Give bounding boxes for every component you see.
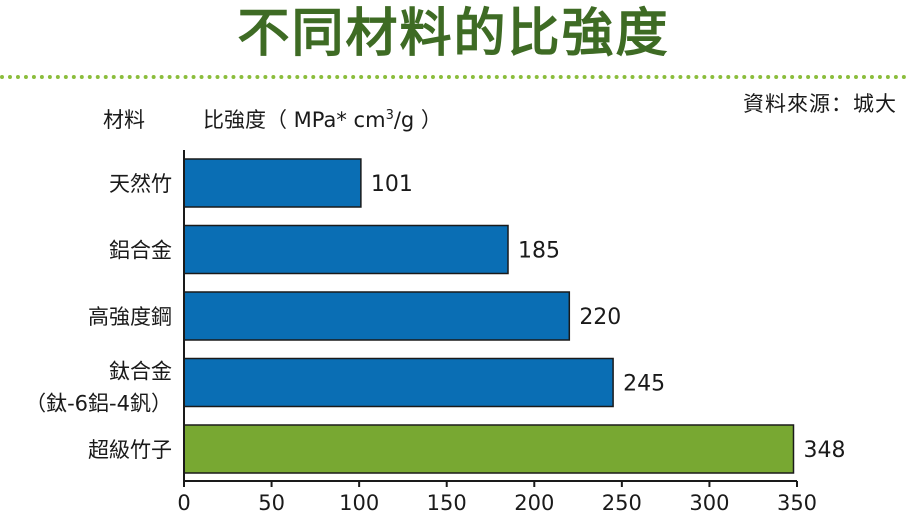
category-label: （鈦-6鋁-4釩） bbox=[25, 392, 172, 416]
material-column-header: 材料 bbox=[103, 108, 145, 132]
category-label: 超級竹子 bbox=[88, 438, 172, 462]
value-label: 185 bbox=[518, 239, 560, 264]
category-label: 鋁合金 bbox=[109, 239, 172, 263]
x-tick-label: 300 bbox=[689, 491, 729, 515]
bar bbox=[183, 357, 614, 408]
measure-column-header: 比強度（ MPa* cm3/g ） bbox=[203, 104, 442, 134]
x-tick-label: 50 bbox=[258, 491, 285, 515]
x-tick-label: 200 bbox=[514, 491, 554, 515]
value-label: 101 bbox=[371, 172, 413, 197]
chart-title: 不同材料的比強度 bbox=[237, 3, 670, 64]
x-tick-label: 350 bbox=[777, 491, 817, 515]
category-label: 高強度鋼 bbox=[88, 305, 172, 329]
bar bbox=[183, 158, 362, 208]
dotted-divider bbox=[0, 75, 907, 79]
value-label: 245 bbox=[623, 372, 665, 397]
value-label: 348 bbox=[803, 438, 845, 463]
bar bbox=[183, 424, 795, 474]
bar bbox=[183, 291, 571, 341]
category-label: 鈦合金 bbox=[109, 360, 172, 384]
x-tick-label: 250 bbox=[602, 491, 642, 515]
measure-label: 比強度（ MPa* cm bbox=[203, 108, 386, 132]
category-label: 天然竹 bbox=[109, 172, 172, 196]
source-note: 資料來源：城大 bbox=[743, 92, 897, 116]
value-label: 220 bbox=[579, 305, 621, 330]
x-tick-label: 0 bbox=[177, 491, 190, 515]
measure-tail: /g ） bbox=[393, 108, 442, 132]
x-tick-label: 150 bbox=[427, 491, 467, 515]
bar bbox=[183, 224, 509, 275]
x-tick-label: 100 bbox=[339, 491, 379, 515]
measure-superscript: 3 bbox=[385, 108, 394, 123]
